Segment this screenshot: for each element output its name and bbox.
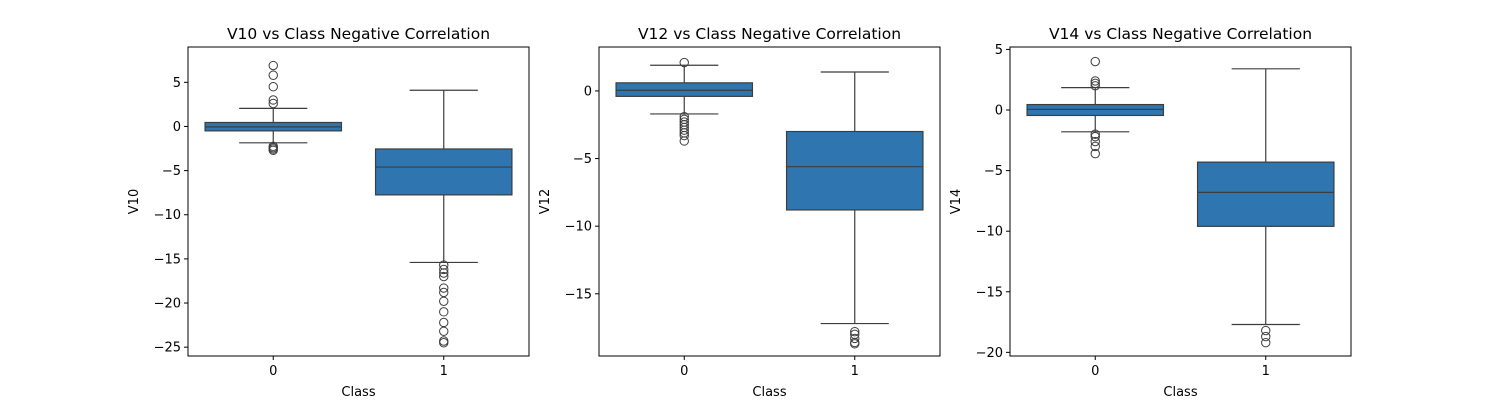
plot-frame	[1009, 46, 1352, 357]
outlier-point	[850, 333, 860, 344]
y-tick-label: −5	[573, 152, 592, 167]
outlier-point	[439, 317, 449, 328]
x-axis-label: Class	[1163, 385, 1197, 400]
outlier-point	[268, 70, 278, 80]
outlier-point	[439, 271, 449, 282]
y-tick-label: −5	[984, 164, 1003, 179]
outlier-point	[1090, 148, 1100, 159]
y-tick-label: −10	[565, 220, 592, 235]
iqr-box	[785, 130, 924, 211]
chart-title: V10 vs Class Negative Correlation	[227, 25, 490, 43]
outlier-point	[439, 296, 449, 306]
x-tick-label: 1	[1262, 364, 1270, 379]
y-tick-label: −15	[565, 287, 592, 302]
x-tick-label: 1	[851, 364, 859, 379]
chart-title: V12 vs Class Negative Correlation	[638, 25, 901, 43]
outlier-point	[268, 82, 278, 92]
y-tick-label: −15	[154, 252, 181, 267]
y-tick-label: −20	[154, 297, 181, 312]
outlier-point	[1261, 331, 1271, 342]
outlier-point	[1090, 141, 1100, 152]
outlier-point	[679, 57, 689, 68]
y-tick-label: −15	[976, 285, 1003, 300]
outlier-point	[679, 136, 689, 146]
outlier-point	[439, 307, 449, 317]
x-tick-label: 0	[1091, 364, 1099, 379]
outlier-point	[1090, 56, 1100, 67]
outlier-point	[1090, 78, 1100, 89]
outlier-point	[1090, 131, 1100, 142]
outlier-point	[850, 326, 860, 337]
outlier-point	[439, 326, 449, 336]
outlier-point	[439, 264, 449, 275]
y-axis-label: V12	[538, 189, 553, 214]
chart-title: V14 vs Class Negative Correlation	[1049, 25, 1312, 43]
iqr-box	[615, 82, 754, 97]
y-axis-label: V10	[127, 189, 142, 214]
outlier-point	[268, 98, 278, 109]
x-tick-label: 0	[269, 364, 277, 379]
subplot-v10: 5 0 −5 −10 −15 −20 −25 0 1 V10 vs Class Negative …	[127, 25, 530, 400]
iqr-box	[1196, 161, 1335, 227]
outlier-point	[1090, 129, 1100, 139]
outlier-point	[679, 125, 689, 135]
box-class-1	[1196, 68, 1335, 348]
y-tick-label: −10	[976, 225, 1003, 240]
y-tick-label: −5	[162, 164, 181, 179]
y-tick-label: 5	[995, 43, 1003, 58]
outlier-point	[439, 338, 449, 348]
box-class-0	[204, 60, 343, 155]
iqr-box	[1026, 103, 1165, 117]
y-tick-label: −20	[976, 346, 1003, 361]
y-tick-label: −10	[154, 208, 181, 223]
x-tick-label: 0	[680, 364, 688, 379]
x-axis-label: Class	[341, 385, 375, 400]
box-class-0	[1026, 56, 1165, 159]
y-axis-label: V14	[949, 189, 964, 214]
outlier-point	[1090, 76, 1100, 86]
outlier-point	[1261, 337, 1271, 348]
outlier-point	[439, 336, 449, 346]
plot-frame	[598, 46, 941, 357]
outlier-point	[850, 339, 860, 349]
y-tick-label: −25	[154, 341, 181, 356]
box-class-1	[785, 71, 924, 349]
outlier-point	[268, 145, 278, 155]
x-axis-label: Class	[752, 385, 786, 400]
subplot-v14: 5 0 −5 −10 −15 −20 0 1 V14 vs Class Negative Cor…	[949, 25, 1352, 400]
iqr-box	[374, 148, 513, 196]
box-class-0	[615, 57, 754, 146]
x-tick-label: 1	[440, 364, 448, 379]
outlier-point	[268, 95, 278, 105]
outlier-point	[1090, 81, 1100, 91]
subplot-v12: 0 −5 −10 −15 0 1 V12 vs Class Negative Correla…	[538, 25, 941, 400]
y-tick-label: 5	[173, 76, 181, 91]
y-tick-label: 0	[995, 104, 1003, 119]
outlier-point	[679, 130, 689, 141]
plot-frame	[187, 46, 530, 357]
outlier-point	[439, 268, 449, 278]
y-tick-label: 0	[173, 120, 181, 135]
y-tick-label: 0	[584, 84, 592, 99]
outlier-point	[1261, 325, 1271, 336]
outlier-point	[1090, 136, 1100, 147]
outlier-point	[268, 60, 278, 71]
box-class-1	[374, 89, 513, 348]
outlier-point	[439, 283, 449, 293]
